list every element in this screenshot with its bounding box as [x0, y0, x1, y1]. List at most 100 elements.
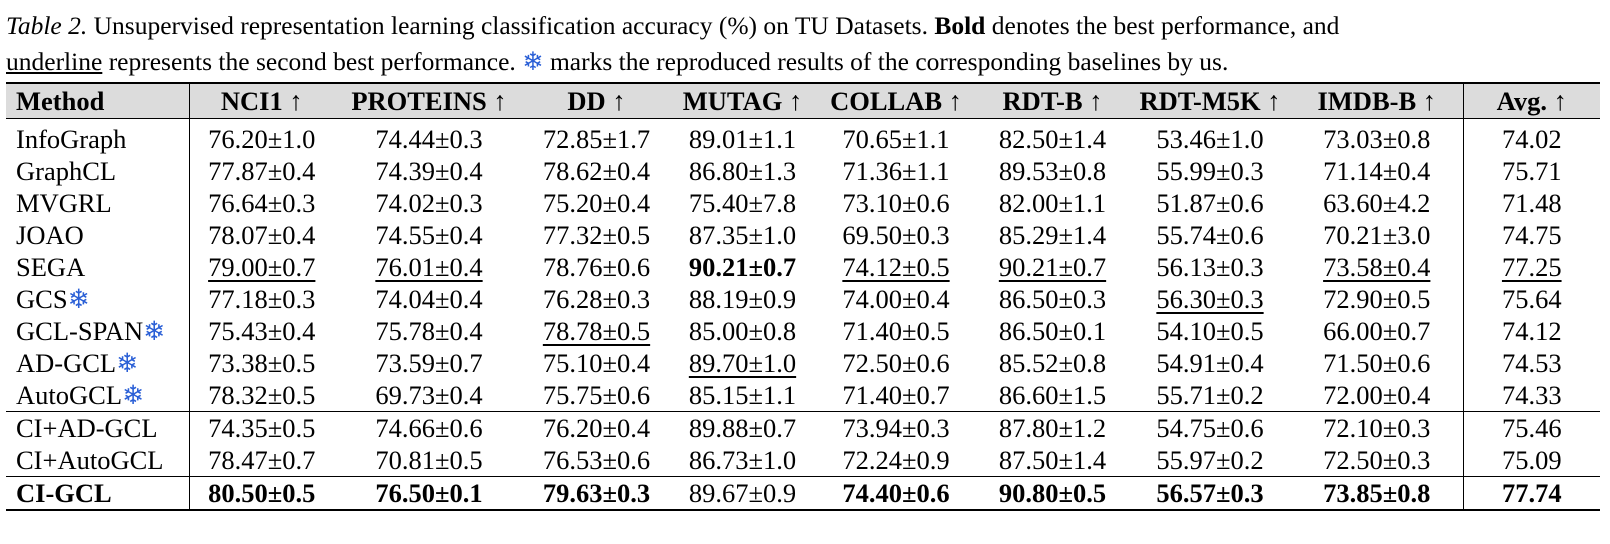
cell-value: 78.07±0.4 [208, 220, 316, 250]
cell-value: 51.87±0.6 [1156, 188, 1264, 218]
value-cell: 71.40±0.5 [816, 315, 976, 347]
value-cell: 73.10±0.6 [816, 187, 976, 219]
cell-value: 75.78±0.4 [375, 316, 483, 346]
value-cell: 54.10±0.5 [1129, 315, 1291, 347]
value-cell: 85.00±0.8 [669, 315, 816, 347]
value-cell: 78.76±0.6 [524, 251, 669, 283]
cell-value: 78.78±0.5 [542, 316, 651, 346]
value-cell: 51.87±0.6 [1129, 187, 1291, 219]
cell-value: 79.00±0.7 [208, 252, 316, 282]
value-cell: 73.38±0.5 [188, 347, 334, 379]
value-cell: 90.21±0.7 [669, 251, 816, 283]
snowflake-icon: ❄ [522, 47, 544, 76]
cell-value: 75.71 [1501, 156, 1562, 186]
table-header-row: Method NCI1 ↑ PROTEINS ↑ DD ↑ MUTAG ↑ COLLAB … [6, 82, 1600, 119]
value-cell: 71.50±0.6 [1291, 347, 1463, 379]
cell-value: 86.80±1.3 [688, 156, 797, 186]
value-cell: 74.55±0.4 [334, 219, 524, 251]
cell-value: 74.02 [1501, 124, 1562, 154]
method-cell: GCS❄ [6, 283, 189, 315]
cell-value: 79.63±0.3 [542, 478, 651, 508]
cell-value: 74.66±0.6 [375, 413, 483, 443]
cell-value: 74.53 [1501, 348, 1562, 378]
cell-value: 75.10±0.4 [542, 348, 651, 378]
value-cell: 74.00±0.4 [816, 283, 976, 315]
cell-value: 69.73±0.4 [375, 380, 483, 410]
value-cell: 72.50±0.6 [816, 347, 976, 379]
value-cell: 90.21±0.7 [976, 251, 1129, 283]
value-cell: 63.60±4.2 [1291, 187, 1463, 219]
caption-text: represents the second best performance. [102, 47, 523, 76]
cell-value: 77.32±0.5 [542, 220, 651, 250]
cell-value: 75.20±0.4 [542, 188, 651, 218]
cell-value: 53.46±1.0 [1156, 124, 1264, 154]
cell-value: 77.18±0.3 [208, 284, 316, 314]
value-cell: 55.74±0.6 [1129, 219, 1291, 251]
table-row: CI-GCL 80.50±0.5 76.50±0.1 79.63±0.3 89.67±0… [6, 476, 1600, 511]
cell-value: 74.55±0.4 [375, 220, 483, 250]
cell-value: 73.94±0.3 [842, 413, 950, 443]
value-cell: 75.43±0.4 [188, 315, 334, 347]
method-cell: JOAO [6, 219, 189, 251]
value-cell: 74.75 [1462, 219, 1600, 251]
value-cell: 55.97±0.2 [1129, 444, 1291, 477]
value-cell: 74.02±0.3 [334, 187, 524, 219]
cell-value: 76.64±0.3 [208, 188, 316, 218]
cell-value: 73.59±0.7 [375, 348, 483, 378]
caption-text: Unsupervised representation learning cla… [87, 11, 935, 40]
cell-value: 76.50±0.1 [375, 478, 483, 508]
cell-value: 69.50±0.3 [842, 220, 950, 250]
method-name: AD-GCL [16, 348, 117, 378]
table-row: GCS❄ 77.18±0.3 74.04±0.4 76.28±0.3 88.19±0.9… [6, 283, 1600, 315]
value-cell: 76.20±1.0 [188, 118, 334, 155]
cell-value: 71.48 [1501, 188, 1562, 218]
cell-value: 86.50±0.1 [998, 316, 1107, 346]
value-cell: 74.66±0.6 [334, 411, 524, 444]
cell-value: 54.75±0.6 [1156, 413, 1264, 443]
cell-value: 74.40±0.6 [842, 478, 950, 508]
value-cell: 70.21±3.0 [1291, 219, 1463, 251]
cell-value: 89.67±0.9 [688, 478, 797, 508]
value-cell: 70.81±0.5 [334, 444, 524, 477]
value-cell: 75.09 [1462, 444, 1600, 477]
cell-value: 72.90±0.5 [1323, 284, 1431, 314]
cell-value: 85.15±1.1 [688, 380, 797, 410]
caption-text: denotes the best performance, and [985, 11, 1340, 40]
column-header: Avg. ↑ [1462, 82, 1600, 119]
cell-value: 76.01±0.4 [375, 252, 483, 282]
cell-value: 87.80±1.2 [998, 413, 1107, 443]
value-cell: 72.00±0.4 [1291, 379, 1463, 412]
method-cell: CI-GCL [6, 476, 189, 511]
value-cell: 89.67±0.9 [669, 476, 816, 511]
value-cell: 69.73±0.4 [334, 379, 524, 412]
table-row: GCL-SPAN❄ 75.43±0.4 75.78±0.4 78.78±0.5 85.0… [6, 315, 1600, 347]
method-name: GraphCL [16, 156, 117, 186]
cell-value: 74.44±0.3 [375, 124, 483, 154]
value-cell: 75.46 [1462, 411, 1600, 444]
value-cell: 54.91±0.4 [1129, 347, 1291, 379]
value-cell: 75.75±0.6 [524, 379, 669, 412]
cell-value: 87.50±1.4 [998, 445, 1107, 475]
value-cell: 71.36±1.1 [816, 155, 976, 187]
cell-value: 73.58±0.4 [1323, 252, 1431, 282]
value-cell: 66.00±0.7 [1291, 315, 1463, 347]
method-cell: AD-GCL❄ [6, 347, 189, 379]
method-name: CI+AD-GCL [16, 413, 158, 443]
method-cell: CI+AD-GCL [6, 411, 189, 444]
method-cell: AutoGCL❄ [6, 379, 189, 412]
cell-value: 72.10±0.3 [1323, 413, 1431, 443]
cell-value: 72.24±0.9 [842, 445, 950, 475]
cell-value: 89.01±1.1 [688, 124, 797, 154]
value-cell: 72.10±0.3 [1291, 411, 1463, 444]
cell-value: 71.40±0.5 [842, 316, 950, 346]
value-cell: 75.10±0.4 [524, 347, 669, 379]
cell-value: 80.50±0.5 [208, 478, 316, 508]
cell-value: 78.76±0.6 [542, 252, 651, 282]
value-cell: 78.07±0.4 [188, 219, 334, 251]
value-cell: 78.78±0.5 [524, 315, 669, 347]
cell-value: 74.00±0.4 [842, 284, 950, 314]
cell-value: 74.12 [1501, 316, 1562, 346]
header-method: Method [6, 82, 189, 119]
method-cell: InfoGraph [6, 119, 189, 156]
value-cell: 72.50±0.3 [1291, 444, 1463, 477]
